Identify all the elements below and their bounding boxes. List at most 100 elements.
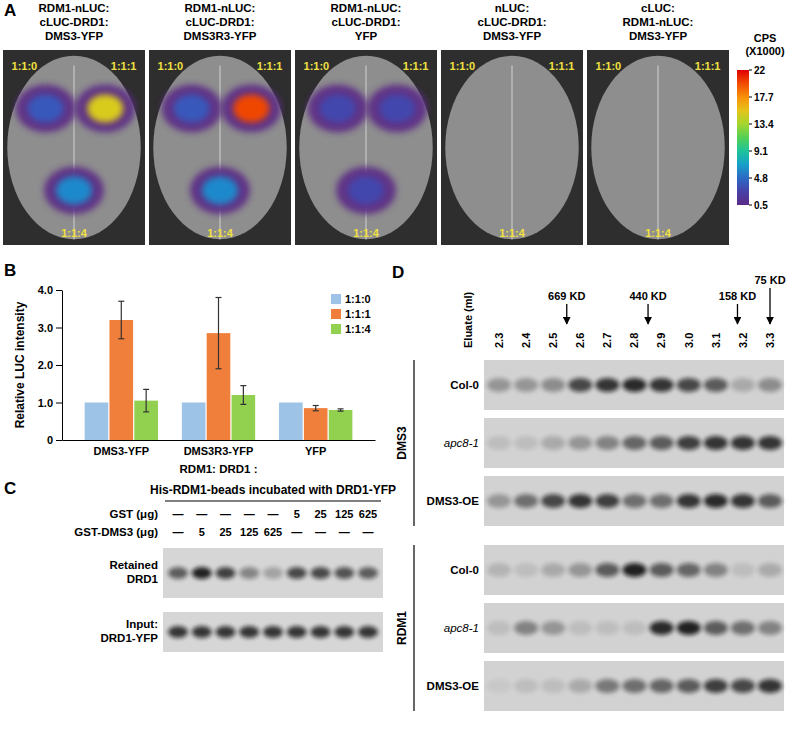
x-tick: YFP — [305, 440, 326, 457]
row-label: DMS3-OE — [427, 680, 480, 692]
signal-halo — [221, 85, 281, 133]
band — [650, 378, 674, 392]
band — [704, 621, 728, 635]
row-label: Col-0 — [450, 564, 479, 576]
band — [758, 494, 782, 508]
colorbar-tick-label: 17.7 — [754, 92, 774, 103]
leaf-background — [587, 50, 729, 245]
y-tick: 2.0 — [38, 359, 62, 371]
y-tick-label: 2.0 — [38, 359, 53, 371]
band — [334, 567, 354, 579]
colorbar-tick-label: 13.4 — [754, 119, 774, 130]
band — [595, 378, 619, 392]
legend-swatch — [331, 294, 341, 304]
plot-area — [85, 298, 353, 441]
panel-letter: D — [392, 263, 404, 282]
blot — [484, 360, 784, 410]
fraction-label: 2.7 — [601, 333, 613, 348]
blot-label: Retained — [109, 559, 158, 571]
colorbar — [737, 70, 749, 205]
leaf-label: RDM1-nLUC: — [623, 16, 694, 28]
band — [334, 626, 354, 638]
legend-label: 1:1:1 — [345, 308, 371, 320]
band — [623, 563, 647, 577]
error-bar-cap — [143, 411, 149, 412]
error-bar-cap — [338, 408, 344, 409]
band — [623, 378, 647, 392]
row-cell: 625 — [359, 508, 377, 520]
leaf — [7, 56, 140, 239]
band — [311, 567, 331, 579]
band — [487, 621, 511, 635]
band — [311, 626, 331, 638]
band — [514, 436, 538, 450]
band — [541, 563, 565, 577]
error-bar-cap — [216, 368, 222, 369]
leaf-label: nLUC: — [495, 2, 530, 14]
y-tick-mark — [56, 403, 62, 404]
band — [487, 494, 511, 508]
band — [216, 626, 236, 638]
x-tick-label: YFP — [305, 445, 326, 457]
row-label: DMS3-OE — [427, 495, 480, 507]
signal-halo — [75, 85, 135, 133]
ratio-label: 1:1:0 — [158, 60, 184, 72]
y-tick-label: 0 — [47, 434, 53, 446]
band — [192, 567, 212, 579]
signal-spot — [320, 95, 356, 123]
error-bar-line — [315, 406, 316, 411]
error-bar-line — [121, 301, 122, 339]
band — [677, 494, 701, 508]
leaf-background — [441, 50, 583, 245]
ratio-label: 1:1:0 — [596, 60, 622, 72]
band — [168, 626, 188, 638]
band — [568, 679, 592, 693]
band — [623, 494, 647, 508]
ratio-label: 1:1:0 — [450, 60, 476, 72]
band — [650, 621, 674, 635]
signal-halo — [308, 85, 368, 133]
panel-letter: B — [4, 261, 16, 280]
band — [568, 494, 592, 508]
blot-label: Input: — [126, 618, 158, 630]
fraction-label: 2.5 — [547, 333, 559, 348]
colorbar-tick — [749, 178, 752, 179]
error-bar-cap — [313, 405, 319, 406]
x-axis-title: RDM1: DRD1 : — [180, 463, 258, 475]
leaf-panel: RDM1-nLUC:cLUC-DRD1:DMS3R3-YFP1:1:01:1:1… — [149, 2, 291, 245]
ratio-label: 1:1:1 — [695, 60, 721, 72]
band — [216, 567, 236, 579]
leaf-background — [295, 50, 437, 245]
error-bar-cap — [240, 385, 246, 386]
blot-label: DRD1 — [127, 573, 159, 585]
panel-letter: C — [4, 479, 16, 498]
row-cell: — — [315, 526, 326, 538]
leaf-label: cLUC-DRD1: — [478, 16, 547, 28]
marker-label: 75 KD — [754, 274, 785, 286]
leaf-midrib — [657, 66, 659, 240]
row-cell: — — [268, 508, 279, 520]
fraction-label: 3.0 — [683, 333, 695, 348]
signal-halo — [336, 166, 396, 214]
band — [623, 621, 647, 635]
band — [541, 494, 565, 508]
fraction-label: 2.9 — [655, 333, 667, 348]
marker-arrow — [647, 304, 648, 324]
error-bar-cap — [313, 410, 319, 411]
band — [514, 563, 538, 577]
ratio-label: 1:1:4 — [207, 227, 234, 239]
error-bar — [240, 386, 246, 405]
band — [568, 621, 592, 635]
blot — [163, 548, 383, 598]
colorbar-tick — [749, 124, 752, 125]
ratio-label: 1:1:4 — [499, 227, 526, 239]
error-bar-cap — [216, 297, 222, 298]
band — [287, 626, 307, 638]
row-cell: — — [291, 526, 302, 538]
leaf-label: cLUC-DRD1: — [40, 16, 109, 28]
leaf — [299, 56, 432, 239]
band — [758, 378, 782, 392]
colorbar-tick-label: 9.1 — [754, 146, 768, 157]
leaf-background — [3, 50, 145, 245]
band — [731, 563, 755, 577]
